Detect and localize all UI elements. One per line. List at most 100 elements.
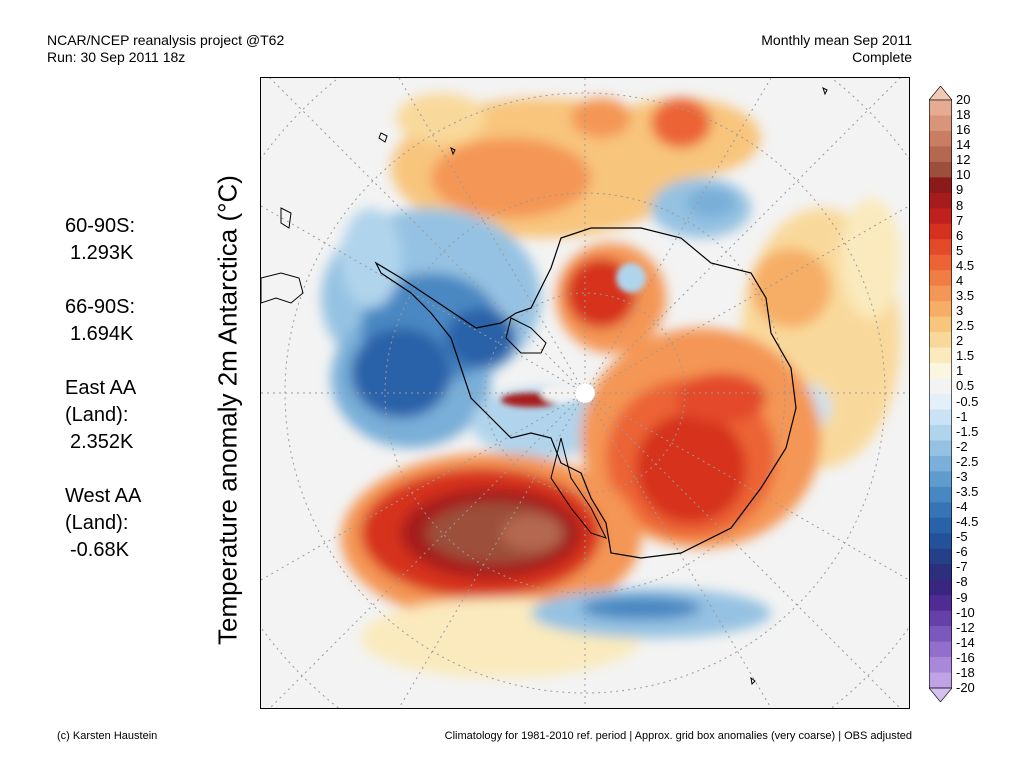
colorbar-tick-label: 10 (956, 167, 971, 183)
colorbar-swatch (929, 502, 952, 519)
colorbar-tick-label: -2 (956, 438, 968, 454)
colorbar-tick-label: -16 (956, 649, 975, 665)
colorbar-swatch (929, 270, 952, 287)
colorbar-swatch (929, 301, 952, 318)
cold-area (341, 208, 401, 308)
colorbar-swatch (929, 332, 952, 349)
warm-area (571, 98, 631, 138)
stat-label: 60-90S: (65, 215, 136, 237)
colorbar-tick-label: -6 (956, 544, 968, 560)
meridian-line (398, 78, 772, 708)
colorbar-labels: 20 18 16 14 12 10 9 8 7 6 5 4.5 4 3.5 3 2.5 2 1.5 1 0.5 -0.5… (956, 86, 1016, 702)
colorbar-tick-label: -1 (956, 408, 968, 424)
stat-label: East AA (65, 377, 137, 399)
colorbar-swatch (929, 223, 952, 240)
colorbar-swatch (929, 471, 952, 488)
colorbar-swatch (929, 579, 952, 596)
colorbar-tick-label: -1.5 (956, 423, 979, 439)
ice-shelf-outline (505, 317, 547, 354)
colorbar-tick-label: 8 (956, 197, 964, 213)
colorbar-swatch (929, 316, 952, 333)
warm-area (651, 98, 711, 148)
colorbar-tick-label: -20 (956, 680, 975, 695)
south-pole-marker (574, 382, 596, 404)
colorbar-tick-label: 2 (956, 333, 964, 349)
colorbar-swatch (929, 672, 952, 689)
anomaly-field (321, 93, 901, 678)
meridian-line (398, 78, 772, 708)
colorbar-swatch (929, 409, 952, 426)
island-coastline (822, 87, 828, 96)
colorbar-tick-label: -3 (956, 468, 968, 484)
colorbar-tick-label: -10 (956, 604, 975, 620)
island-coastline (378, 132, 388, 143)
colorbar-tick-label: -0.5 (956, 393, 979, 409)
colorbar-swatch (929, 115, 952, 132)
map-axis-title: Temperature anomaly 2m Antarctica (°C) (212, 175, 243, 645)
climatology-note: Climatology for 1981-2010 ref. period | … (444, 730, 912, 742)
stat-label: West AA (65, 485, 142, 507)
colorbar-tick-label: 9 (956, 182, 964, 198)
colorbar-swatch (929, 424, 952, 441)
region-stats: 60-90S: 1.293K 66-90S: 1.694K East AA (L… (65, 213, 141, 591)
colorbar-swatch (929, 548, 952, 565)
colorbar-tick-label: -7 (956, 559, 968, 575)
stat-value: -0.68K (70, 539, 129, 561)
copyright: (c) Karsten Haustein (57, 730, 158, 742)
colorbar-swatch (929, 626, 952, 643)
colorbar-tick-label: -9 (956, 589, 968, 605)
cold-area (351, 328, 451, 418)
colorbar-tick-label: 3.5 (956, 288, 975, 303)
colorbar-tick-label: -3.5 (956, 484, 979, 499)
anomaly-details (501, 263, 646, 407)
graticule (261, 78, 909, 708)
colorbar-swatch (929, 254, 952, 271)
antarctica-coastline (374, 227, 797, 559)
colorbar-tick-label: -2.5 (956, 453, 979, 469)
warm-area (751, 248, 831, 328)
colorbar-swatch (929, 394, 952, 410)
completeness-status: Complete (852, 49, 912, 65)
colorbar-tick-label: 5 (956, 242, 964, 258)
colorbar-tick-label: -4 (956, 499, 968, 515)
anomaly-map (260, 77, 910, 709)
run-timestamp: Run: 30 Sep 2011 18z (47, 49, 186, 65)
warm-area (396, 93, 486, 143)
colorbar-tick-label: -8 (956, 574, 968, 590)
cold-area (686, 188, 736, 218)
colorbar-tick-label: -14 (956, 634, 975, 650)
colorbar-swatch (929, 455, 952, 472)
cold-spot (616, 263, 646, 293)
colorbar-frame (929, 99, 952, 689)
warm-area (431, 138, 591, 218)
colorbar-swatch (929, 161, 952, 178)
colorbar (929, 86, 952, 702)
island-coastline (280, 207, 292, 229)
stat-label: 66-90S: (65, 296, 136, 318)
colorbar-tick-label: 20 (956, 92, 971, 107)
colorbar-swatch (929, 239, 952, 256)
colorbar-tick-label: -18 (956, 664, 975, 680)
colorbar-tick-label: 7 (956, 212, 964, 228)
south-america-coastline (261, 272, 304, 304)
warm-area (636, 413, 746, 523)
colorbar-tick-label: 3 (956, 303, 964, 319)
island-coastline (750, 676, 756, 686)
colorbar-swatch (929, 192, 952, 209)
stat-66-90s: 66-90S: 1.694K (65, 294, 141, 348)
colorbar-swatch (929, 641, 952, 658)
warm-area (501, 515, 561, 551)
colorbar-tick-label: 18 (956, 107, 971, 123)
colorbar-swatch (929, 146, 952, 163)
colorbar-swatch (929, 177, 952, 194)
colorbar-swatch (929, 610, 952, 627)
stat-sublabel: (Land): (65, 512, 129, 534)
colorbar-swatch (929, 517, 952, 534)
stat-value: 2.352K (70, 431, 134, 453)
colorbar-tick-label: 0.5 (956, 378, 975, 394)
colorbar-swatch (929, 208, 952, 225)
period-title: Monthly mean Sep 2011 (761, 32, 912, 48)
colorbar-svg (929, 86, 952, 702)
colorbar-bottom-arrow (929, 687, 952, 702)
stat-sublabel: (Land): (65, 404, 129, 426)
